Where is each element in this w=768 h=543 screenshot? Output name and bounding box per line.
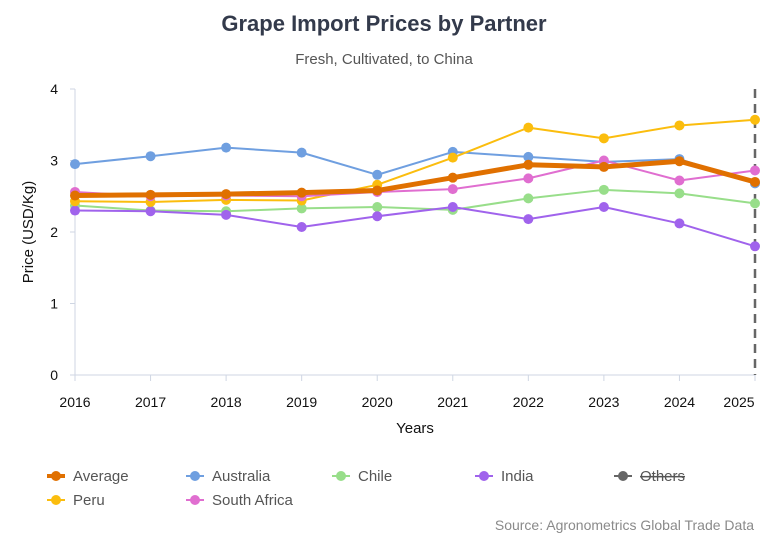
data-point-chile[interactable] <box>674 188 685 199</box>
y-tick-label: 4 <box>50 81 58 97</box>
data-point-south-africa[interactable] <box>523 173 534 184</box>
legend-item-chile[interactable]: Chile <box>332 468 392 485</box>
series-line-average <box>72 158 758 199</box>
data-point-india[interactable] <box>750 241 760 252</box>
data-point-india[interactable] <box>70 205 80 216</box>
chart-subtitle: Fresh, Cultivated, to China <box>295 51 473 68</box>
data-point-peru[interactable] <box>447 152 458 163</box>
legend-swatch-dot <box>336 471 346 481</box>
data-point-australia[interactable] <box>372 169 383 180</box>
legend-swatch-dot <box>190 495 200 505</box>
series-india[interactable] <box>70 201 760 252</box>
data-point-chile[interactable] <box>296 203 307 214</box>
source-note: Source: Agronometrics Global Trade Data <box>495 517 754 533</box>
x-axis-label: Years <box>396 420 434 437</box>
legend-swatch-dot <box>51 471 61 481</box>
data-point-average[interactable] <box>70 190 80 201</box>
data-point-average[interactable] <box>221 189 232 200</box>
series-australia[interactable] <box>70 142 760 189</box>
legend-swatch-dot <box>51 495 61 505</box>
legend-label: Peru <box>73 492 105 509</box>
x-tick-label: 2019 <box>286 394 317 410</box>
data-point-india[interactable] <box>598 201 609 212</box>
data-point-india[interactable] <box>221 209 232 220</box>
data-point-peru[interactable] <box>674 120 685 131</box>
series-line-south-africa <box>74 159 756 198</box>
data-point-average[interactable] <box>674 156 685 167</box>
x-tick-label: 2024 <box>664 394 695 410</box>
x-tick-label: 2018 <box>211 394 242 410</box>
data-point-chile[interactable] <box>372 201 383 212</box>
data-point-australia[interactable] <box>145 151 156 162</box>
x-tick-label: 2017 <box>135 394 166 410</box>
data-point-chile[interactable] <box>750 198 760 209</box>
series-line-india <box>74 205 756 248</box>
plot-area: 0 1 2 3 4 2016 2017 2018 2019 2020 2021 2022 2023 202… <box>50 81 760 410</box>
legend-label: India <box>501 468 534 485</box>
data-point-average[interactable] <box>296 187 307 198</box>
data-point-india[interactable] <box>372 211 383 222</box>
y-tick-label: 0 <box>50 367 58 383</box>
legend-item-average[interactable]: Average <box>47 468 129 485</box>
legend-item-others[interactable]: Others <box>614 468 685 485</box>
legend-swatch-dot <box>479 471 489 481</box>
data-point-australia[interactable] <box>70 159 80 170</box>
legend-item-peru[interactable]: Peru <box>47 492 105 509</box>
data-point-south-africa[interactable] <box>447 184 458 195</box>
data-point-south-africa[interactable] <box>750 165 760 176</box>
data-point-india[interactable] <box>296 221 307 232</box>
x-tick-label: 2020 <box>362 394 393 410</box>
data-point-peru[interactable] <box>598 133 609 144</box>
data-point-average[interactable] <box>598 161 609 172</box>
data-point-australia[interactable] <box>296 147 307 158</box>
legend-label: Others <box>640 468 685 485</box>
data-point-average[interactable] <box>523 159 534 170</box>
data-point-australia[interactable] <box>221 142 232 153</box>
legend-item-india[interactable]: India <box>475 468 534 485</box>
data-point-peru[interactable] <box>750 114 760 125</box>
x-tick-label: 2023 <box>588 394 619 410</box>
data-point-average[interactable] <box>372 185 383 196</box>
y-tick-label: 3 <box>50 153 58 169</box>
data-point-average[interactable] <box>447 172 458 183</box>
data-point-india[interactable] <box>674 218 685 229</box>
data-point-india[interactable] <box>447 201 458 212</box>
legend-swatch-dot <box>618 471 628 481</box>
data-point-india[interactable] <box>523 214 534 225</box>
legend-label: Average <box>73 468 129 485</box>
y-axis-label: Price (USD/Kg) <box>20 181 37 284</box>
series-average[interactable] <box>70 156 760 201</box>
data-point-chile[interactable] <box>523 193 534 204</box>
y-tick-label: 1 <box>50 296 58 312</box>
legend-item-south-africa[interactable]: South Africa <box>186 492 294 509</box>
legend-label: South Africa <box>212 492 294 509</box>
legend-label: Chile <box>358 468 392 485</box>
data-point-average[interactable] <box>145 189 156 200</box>
y-tick-label: 2 <box>50 224 58 240</box>
data-point-australia[interactable] <box>523 151 534 162</box>
data-point-south-africa[interactable] <box>674 175 685 186</box>
x-tick-label: 2021 <box>437 394 468 410</box>
data-point-average[interactable] <box>750 176 760 187</box>
x-tick-label: 2025 <box>723 394 754 410</box>
data-point-peru[interactable] <box>523 122 534 133</box>
x-tick-label: 2022 <box>513 394 544 410</box>
chart-title: Grape Import Prices by Partner <box>221 11 547 36</box>
legend-swatch-dot <box>190 471 200 481</box>
data-point-chile[interactable] <box>598 184 609 195</box>
series-line-peru <box>74 118 756 203</box>
x-tick-label: 2016 <box>59 394 90 410</box>
legend-item-australia[interactable]: Australia <box>186 468 271 485</box>
legend-label: Australia <box>212 468 271 485</box>
legend: Average Australia Chile India Others Peru Sout… <box>47 468 685 509</box>
series-line-australia <box>74 146 756 185</box>
series-line-chile <box>74 188 756 213</box>
data-point-india[interactable] <box>145 206 156 217</box>
